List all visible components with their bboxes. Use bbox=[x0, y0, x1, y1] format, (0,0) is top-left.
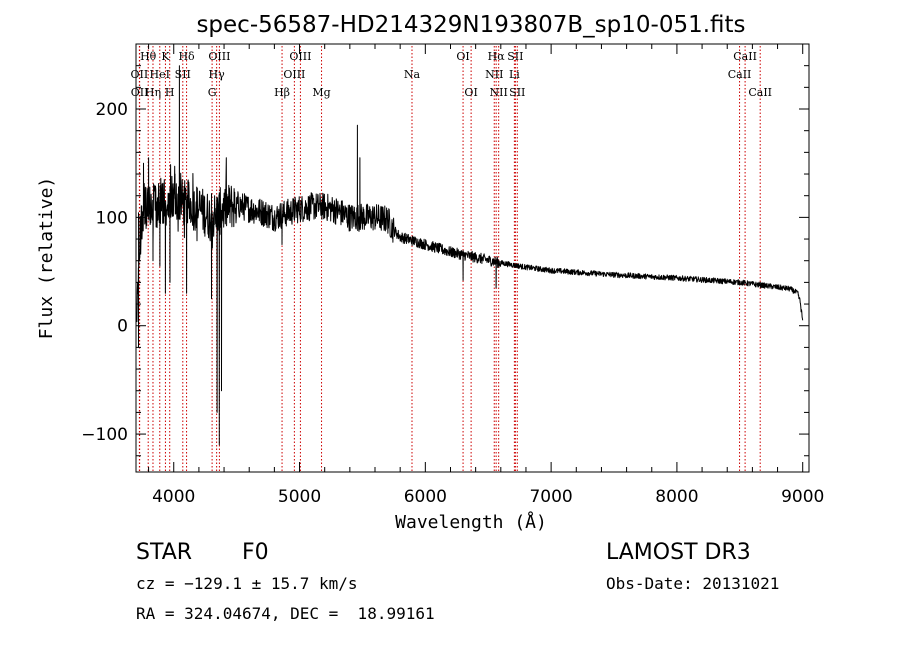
x-axis-label: Wavelength (Å) bbox=[395, 511, 547, 533]
line-marker-label: Hθ bbox=[140, 50, 157, 63]
y-tick-label: 200 bbox=[96, 100, 128, 120]
line-marker-label: OIII bbox=[283, 68, 305, 81]
y-tick-label: 100 bbox=[96, 208, 128, 228]
line-marker-label: CaII bbox=[733, 50, 757, 63]
line-marker-label: Hα bbox=[488, 50, 506, 63]
line-marker-label: NII bbox=[490, 86, 508, 99]
line-marker-label: CaII bbox=[728, 68, 752, 81]
line-marker-label: CaII bbox=[748, 86, 772, 99]
coordinates-text: RA = 324.04674, DEC = 18.99161 bbox=[136, 604, 435, 623]
line-marker-lines bbox=[138, 46, 761, 472]
survey-name: LAMOST DR3 bbox=[606, 540, 751, 565]
x-tick-label: 4000 bbox=[152, 487, 195, 507]
line-marker-label: Hδ bbox=[178, 50, 195, 63]
flux-series-line bbox=[136, 65, 804, 446]
x-tick-label: 5000 bbox=[278, 487, 321, 507]
x-tick-label: 7000 bbox=[529, 487, 572, 507]
line-marker-label: HeI bbox=[150, 68, 170, 81]
x-tick-label: 9000 bbox=[781, 487, 824, 507]
line-marker-label: OIII bbox=[208, 50, 230, 63]
line-marker-label: SII bbox=[509, 86, 525, 99]
line-marker-label: Hβ bbox=[274, 86, 290, 99]
line-marker-label: OIII bbox=[289, 50, 311, 63]
line-marker-label: Hγ bbox=[209, 68, 226, 81]
obs-date-text: Obs-Date: 20131021 bbox=[606, 574, 780, 593]
line-marker-label: OII bbox=[131, 86, 149, 99]
chart-title: spec-56587-HD214329N193807B_sp10-051.fit… bbox=[196, 12, 745, 38]
x-axis: 4000 5000 6000 7000 8000 9000 bbox=[148, 44, 824, 507]
line-marker-label: G bbox=[208, 86, 217, 99]
line-marker-label: OII bbox=[131, 68, 149, 81]
plot-frame bbox=[135, 43, 810, 473]
y-tick-label: 0 bbox=[117, 317, 128, 337]
x-tick-label: 6000 bbox=[404, 487, 447, 507]
line-marker-label: Na bbox=[404, 68, 421, 81]
object-class: STAR bbox=[136, 540, 193, 565]
y-axis-label: Flux (relative) bbox=[36, 177, 57, 340]
line-marker-label: SII bbox=[507, 50, 523, 63]
y-axis: −100 0 100 200 bbox=[81, 65, 809, 457]
line-marker-label: OI bbox=[456, 50, 469, 63]
y-tick-label: −100 bbox=[81, 425, 128, 445]
line-marker-label: H bbox=[165, 86, 175, 99]
line-marker-label: NII bbox=[485, 68, 503, 81]
line-marker-label: Li bbox=[509, 68, 520, 81]
x-tick-label: 8000 bbox=[655, 487, 698, 507]
line-marker-label: Mg bbox=[312, 86, 330, 99]
line-marker-label: OI bbox=[464, 86, 477, 99]
line-marker-label: K bbox=[161, 50, 170, 63]
line-marker-label: SII bbox=[175, 68, 191, 81]
line-marker-label: Hη bbox=[145, 86, 161, 99]
object-subclass: F0 bbox=[242, 540, 269, 565]
spectrum-line-group bbox=[136, 65, 804, 446]
redshift-text: cz = −129.1 ± 15.7 km/s bbox=[136, 574, 358, 593]
